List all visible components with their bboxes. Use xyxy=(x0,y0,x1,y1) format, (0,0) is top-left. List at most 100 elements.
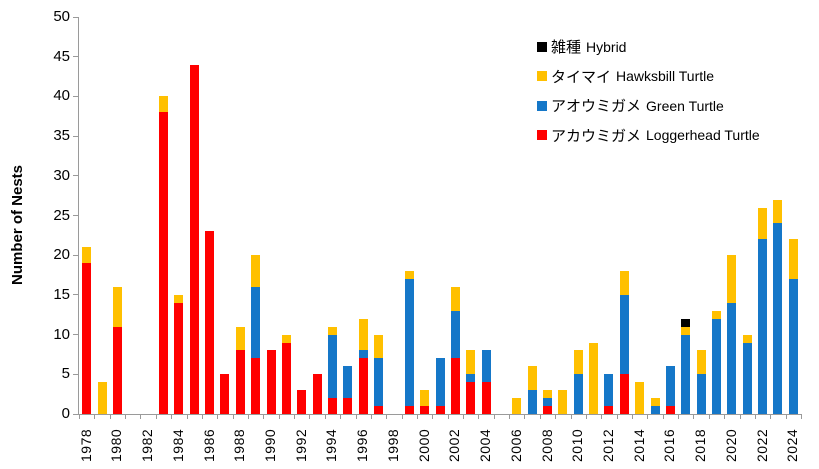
bar-2006-hawksbill-turtle xyxy=(512,398,522,414)
bar-1983-loggerhead-turtle xyxy=(158,112,168,414)
x-tick-label: 1998 xyxy=(384,428,401,462)
x-axis-tick xyxy=(647,414,648,419)
x-tick-label: 1990 xyxy=(262,428,279,462)
y-axis-tick xyxy=(73,254,79,256)
x-axis-tick xyxy=(555,414,556,419)
x-axis-tick xyxy=(540,414,541,419)
x-tick-label: 2002 xyxy=(446,428,463,462)
bar-1978-loggerhead-turtle xyxy=(82,263,92,414)
bar-2012-green-turtle xyxy=(604,374,614,407)
bar-2013-green-turtle xyxy=(619,294,629,375)
y-tick-label: 30 xyxy=(53,166,70,184)
bar-1992-loggerhead-turtle xyxy=(297,390,307,414)
bar-2021-hawksbill-turtle xyxy=(742,334,752,343)
x-tick-label: 1992 xyxy=(292,428,309,462)
x-axis-tick xyxy=(263,414,264,419)
y-tick-label: 40 xyxy=(53,87,70,105)
x-axis-tick xyxy=(571,414,572,419)
x-axis-tick xyxy=(171,414,172,419)
bar-1984-hawksbill-turtle xyxy=(174,294,184,303)
x-axis-tick xyxy=(187,414,188,419)
bar-2000-hawksbill-turtle xyxy=(420,390,430,407)
legend-item-green-turtle: アオウミガメ Green Turtle xyxy=(537,95,724,116)
x-tick-label: 1984 xyxy=(169,428,186,462)
x-tick-label: 1996 xyxy=(354,428,371,462)
x-axis-tick xyxy=(693,414,694,419)
bar-2016-green-turtle xyxy=(665,366,675,407)
bar-2022-hawksbill-turtle xyxy=(758,207,768,240)
bar-2015-green-turtle xyxy=(650,406,660,414)
x-axis-tick xyxy=(294,414,295,419)
bar-2017-hybrid xyxy=(681,318,691,327)
x-tick-label: 1994 xyxy=(323,428,340,462)
x-axis-tick xyxy=(110,414,111,419)
bar-1979-hawksbill-turtle xyxy=(97,382,107,414)
bar-1978-hawksbill-turtle xyxy=(82,247,92,264)
bar-2020-green-turtle xyxy=(727,302,737,414)
bar-2008-loggerhead-turtle xyxy=(543,406,553,414)
x-axis-tick xyxy=(248,414,249,419)
x-axis-tick xyxy=(740,414,741,419)
x-axis-tick xyxy=(801,414,802,419)
x-axis-tick xyxy=(448,414,449,419)
bar-1990-loggerhead-turtle xyxy=(266,350,276,414)
bar-2000-loggerhead-turtle xyxy=(420,406,430,414)
x-axis-tick xyxy=(478,414,479,419)
x-axis-tick xyxy=(371,414,372,419)
legend-label-jp: アオウミガメ xyxy=(551,98,642,115)
bar-1991-hawksbill-turtle xyxy=(281,334,291,343)
x-axis-tick xyxy=(663,414,664,419)
bar-1983-hawksbill-turtle xyxy=(158,96,168,113)
bar-1996-loggerhead-turtle xyxy=(358,358,368,414)
bar-2007-hawksbill-turtle xyxy=(527,366,537,391)
bar-2003-green-turtle xyxy=(466,374,476,383)
bar-1988-loggerhead-turtle xyxy=(235,350,245,414)
bar-2018-green-turtle xyxy=(696,374,706,414)
y-tick-label: 25 xyxy=(53,206,70,224)
x-axis-tick xyxy=(202,414,203,419)
bar-2022-green-turtle xyxy=(758,239,768,414)
bar-2015-hawksbill-turtle xyxy=(650,398,660,407)
legend-swatch-hybrid xyxy=(537,41,547,52)
y-axis-tick xyxy=(73,334,79,336)
x-axis-tick xyxy=(325,414,326,419)
x-axis-tick xyxy=(524,414,525,419)
x-tick-label: 1986 xyxy=(200,428,217,462)
bar-1993-loggerhead-turtle xyxy=(312,374,322,414)
bar-1999-green-turtle xyxy=(404,279,414,407)
x-axis-tick xyxy=(678,414,679,419)
bar-1999-loggerhead-turtle xyxy=(404,406,414,414)
x-axis-tick xyxy=(356,414,357,419)
x-axis-tick xyxy=(156,414,157,419)
bar-2020-hawksbill-turtle xyxy=(727,255,737,303)
bar-2011-hawksbill-turtle xyxy=(589,342,599,414)
bar-2013-loggerhead-turtle xyxy=(619,374,629,414)
x-axis-tick xyxy=(463,414,464,419)
y-axis-tick xyxy=(73,294,79,296)
y-tick-label: 50 xyxy=(53,8,70,25)
x-axis-tick xyxy=(233,414,234,419)
x-axis-tick xyxy=(586,414,587,419)
x-tick-label: 2016 xyxy=(661,428,678,462)
bar-1996-hawksbill-turtle xyxy=(358,318,368,351)
y-axis-tick xyxy=(73,95,79,97)
bar-1987-loggerhead-turtle xyxy=(220,374,230,414)
bar-2002-hawksbill-turtle xyxy=(450,286,460,311)
x-axis-tick xyxy=(724,414,725,419)
y-tick-label: 0 xyxy=(61,405,70,422)
y-axis-tick xyxy=(73,16,79,18)
bar-2017-hawksbill-turtle xyxy=(681,326,691,335)
x-axis-tick xyxy=(79,414,80,419)
bar-2008-hawksbill-turtle xyxy=(543,390,553,399)
bar-2009-hawksbill-turtle xyxy=(558,390,568,414)
bar-1997-green-turtle xyxy=(374,358,384,407)
bar-2001-green-turtle xyxy=(435,358,445,407)
y-axis-tick xyxy=(73,135,79,137)
x-axis-tick xyxy=(632,414,633,419)
bar-2014-hawksbill-turtle xyxy=(635,382,645,414)
bar-1984-loggerhead-turtle xyxy=(174,302,184,414)
y-axis-tick xyxy=(73,175,79,177)
legend-item-hawksbill-turtle: タイマイ Hawksbill Turtle xyxy=(537,66,714,87)
x-tick-label: 2010 xyxy=(569,428,586,462)
